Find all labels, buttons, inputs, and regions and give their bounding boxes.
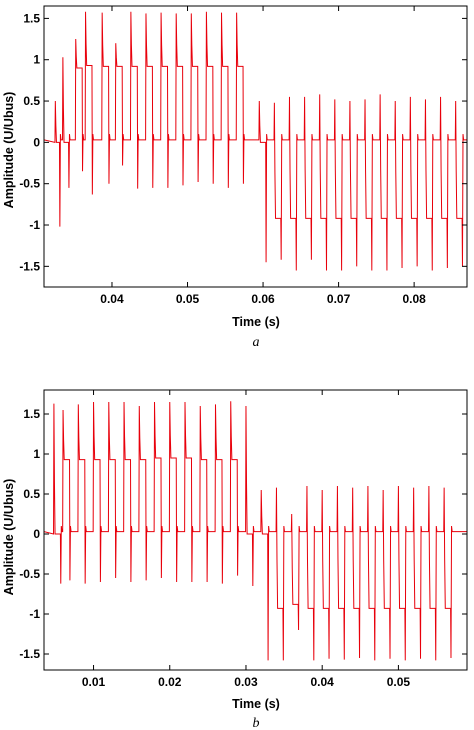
- x-tick-label-b: 0.05: [387, 675, 411, 689]
- x-tick-label-b: 0.02: [158, 675, 182, 689]
- y-tick-label-b: -1.5: [19, 647, 40, 661]
- caption-b: b: [253, 716, 260, 730]
- y-tick-label-b: 1: [33, 447, 40, 461]
- panel-a: 0.04 0.05 0.06 0.07 0.08 1.5 1 0.5 0 -0.5 -1 -1.5 T…: [2, 5, 468, 350]
- x-tick-label-b: 0.03: [234, 675, 258, 689]
- x-tick-label-a: 0.08: [402, 292, 426, 306]
- axes-box-a: [43, 5, 468, 288]
- y-tick-label-a: -0.5: [19, 177, 40, 191]
- y-tick-label-a: 1.5: [23, 11, 40, 25]
- x-tick-label-b: 0.04: [311, 675, 335, 689]
- y-tick-label-a: -1: [29, 218, 40, 232]
- series-line-b: [44, 401, 467, 661]
- y-tick-label-a: 0: [33, 135, 40, 149]
- y-tick-label-b: 0: [33, 527, 40, 541]
- y-tick-label-b: 1.5: [23, 407, 40, 421]
- x-tick-label-a: 0.07: [327, 292, 351, 306]
- caption-a: a: [253, 335, 260, 350]
- y-tick-label-b: 0.5: [23, 487, 40, 501]
- y-tick-label-b: -0.5: [19, 567, 40, 581]
- x-tick-label-b: 0.01: [82, 675, 106, 689]
- x-tick-label-a: 0.04: [100, 292, 124, 306]
- y-axis-title-a: Amplitude (U/Ubus): [2, 92, 16, 209]
- y-tick-label-b: -1: [29, 607, 40, 621]
- plot-area-b: 0.01 0.02 0.03 0.04 0.05 1.5 1 0.5 0 -0.5 -1 -1.5: [19, 389, 468, 689]
- y-axis-title-b: Amplitude (U/Ubus): [2, 479, 16, 596]
- axes-box-b: [43, 389, 468, 671]
- x-axis-title-b: Time (s): [232, 697, 280, 711]
- x-axis-title-a: Time (s): [232, 315, 280, 329]
- plot-area-a: 0.04 0.05 0.06 0.07 0.08 1.5 1 0.5 0 -0.5 -1 -1.5: [19, 5, 468, 306]
- panel-b: 0.01 0.02 0.03 0.04 0.05 1.5 1 0.5 0 -0.5 -1 -1.5 T…: [2, 389, 468, 730]
- y-tick-label-a: -1.5: [19, 259, 40, 273]
- y-tick-label-a: 1: [33, 53, 40, 67]
- x-tick-label-a: 0.05: [176, 292, 200, 306]
- y-tick-label-a: 0.5: [23, 94, 40, 108]
- series-line-a: [44, 11, 467, 271]
- x-tick-label-a: 0.06: [251, 292, 275, 306]
